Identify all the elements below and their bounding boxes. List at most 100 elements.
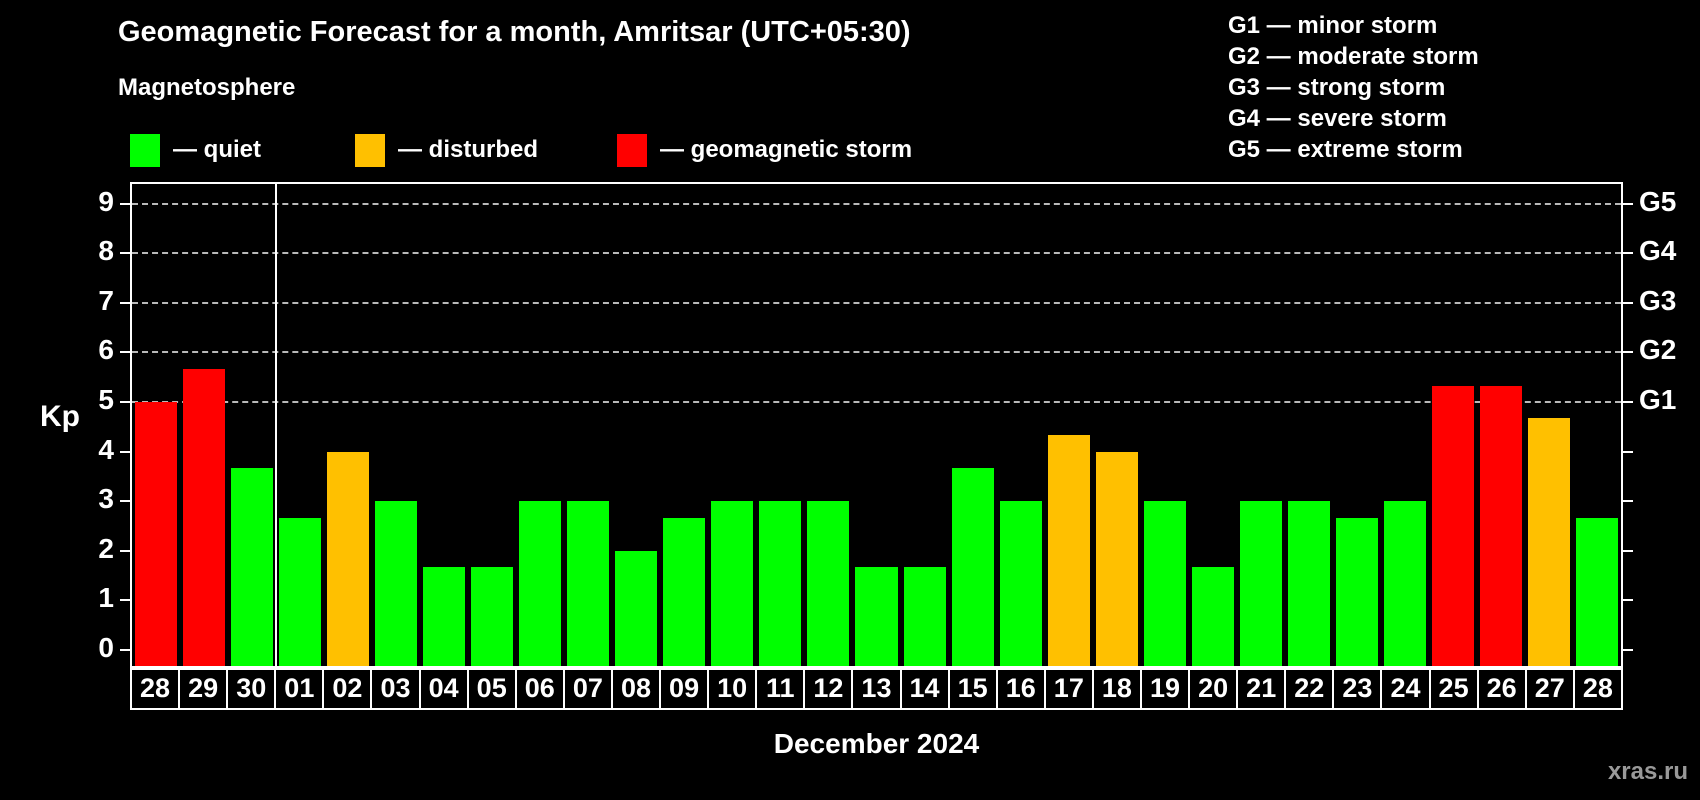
y-tick-label-3: 3 [98,483,114,515]
kp-bar-day-20 [1191,567,1234,666]
day-label-11-09: 09 [659,668,710,710]
gridline-kp6 [132,351,1621,354]
day-label-4-02: 02 [322,668,373,710]
magnetosphere-subtitle: Magnetosphere [118,74,296,101]
y-tick-label-2: 2 [98,532,114,564]
legend-swatch-storm-icon [617,133,647,167]
day-label-25-23: 23 [1332,668,1383,710]
y-tick-label-1: 1 [98,582,114,614]
kp-bar-day-05 [471,567,514,666]
y-tick-label-0: 0 [98,632,114,663]
kp-bar-day-26 [1479,385,1522,666]
kp-bar-day-16 [999,501,1042,666]
y-tick-left-9 [120,202,130,205]
g-axis-label-g4: G4 [1639,235,1677,267]
day-label-28-26: 26 [1476,668,1527,710]
y-tick-left-0 [120,649,130,651]
kp-bar-day-28 [1575,517,1618,666]
legend-label-storm: — geomagnetic storm [660,136,913,163]
y-tick-label-4: 4 [98,433,114,465]
y-tick-right-3 [1623,500,1633,503]
kp-bar-day-21 [1239,501,1282,666]
day-label-8-06: 06 [514,668,565,710]
month-separator-line [275,184,278,666]
g-scale-legend: G1 — minor storm G2 — moderate storm G3 — … [1228,10,1479,165]
y-tick-right-4 [1623,450,1633,453]
y-tick-right-6 [1623,351,1633,354]
y-tick-left-2 [120,549,130,552]
y-tick-label-5: 5 [98,384,114,415]
day-label-22-20: 20 [1188,668,1239,710]
kp-bar-day-10 [711,501,754,666]
day-label-18-16: 16 [995,668,1046,710]
day-label-16-14: 14 [899,668,950,710]
g-legend-line-3: G3 — strong storm [1228,74,1446,101]
kp-bar-day-15 [951,467,994,666]
y-tick-right-2 [1623,549,1633,552]
kp-bar-day-03 [375,501,418,666]
y-tick-left-3 [120,500,130,503]
day-label-24-22: 22 [1284,668,1335,710]
kp-bar-day-28 [135,402,178,666]
kp-bar-day-27 [1527,418,1570,666]
gridline-kp5 [132,401,1621,403]
kp-bar-day-14 [903,567,946,666]
y-tick-label-8: 8 [98,235,114,267]
day-label-6-04: 04 [418,668,469,710]
day-label-7-05: 05 [466,668,517,710]
y-tick-label-7: 7 [98,284,114,316]
g-axis-label-g5: G5 [1639,185,1677,217]
g-axis-label-g1: G1 [1639,384,1677,415]
y-tick-left-5 [120,401,130,403]
plot-area: 0 1 2 3 4 5 6 7 8 9 G1 G2 G3 G4 G5 [98,182,1676,668]
kp-bar-day-19 [1143,501,1186,666]
y-tick-left-6 [120,351,130,354]
day-label-13-11: 11 [755,668,806,710]
y-tick-right-1 [1623,599,1633,602]
day-label-1-29: 29 [178,668,229,710]
legend-swatch-quiet-icon [130,133,160,167]
kp-bar-day-17 [1047,435,1090,666]
day-label-5-03: 03 [370,668,421,710]
kp-bar-day-06 [519,501,562,666]
y-tick-left-4 [120,450,130,453]
kp-bar-day-22 [1287,501,1330,666]
kp-bar-day-24 [1383,501,1426,666]
day-label-3-01: 01 [274,668,325,710]
y-tick-left-8 [120,252,130,255]
legend-swatch-disturbed-icon [355,133,385,167]
gridline-kp7 [132,301,1621,304]
y-tick-right-0 [1623,649,1633,651]
day-label-17-15: 15 [947,668,998,710]
day-label-30-28: 28 [1572,668,1623,710]
y-tick-label-6: 6 [98,334,114,366]
kp-bar-day-11 [759,501,802,666]
xras-watermark-link[interactable]: xras.ru [1607,758,1688,785]
g-legend-line-4: G4 — severe storm [1228,105,1447,132]
y-axis-title: Kp [40,400,80,433]
y-tick-label-9: 9 [98,185,114,217]
kp-bar-day-23 [1335,517,1378,666]
day-label-19-17: 17 [1043,668,1094,710]
day-label-15-13: 13 [851,668,902,710]
y-tick-right-5 [1623,401,1633,403]
day-label-27-25: 25 [1428,668,1479,710]
x-axis-title: December 2024 [773,728,980,759]
g-axis-label-g2: G2 [1639,334,1677,366]
day-label-row: 28 29 30 01 02 03 04 05 06 07 08 09 10 11 12 13 14 15 16 17… [130,668,1623,710]
y-tick-right-9 [1623,202,1633,205]
legend-item-quiet: — quiet [130,132,261,168]
kp-bar-day-25 [1431,385,1474,666]
day-label-29-27: 27 [1524,668,1575,710]
page-title: Geomagnetic Forecast for a month, Amrits… [118,16,911,48]
kp-bar-day-01 [279,517,322,666]
legend-item-disturbed: — disturbed [355,132,538,168]
g-legend-line-1: G1 — minor storm [1228,12,1438,39]
day-label-21-19: 19 [1139,668,1191,710]
g-legend-line-5: G5 — extreme storm [1228,136,1463,163]
kp-bar-day-13 [855,567,898,666]
kp-bar-day-04 [423,567,466,666]
legend-label-disturbed: — disturbed [398,136,539,163]
day-label-14-12: 12 [803,668,854,710]
